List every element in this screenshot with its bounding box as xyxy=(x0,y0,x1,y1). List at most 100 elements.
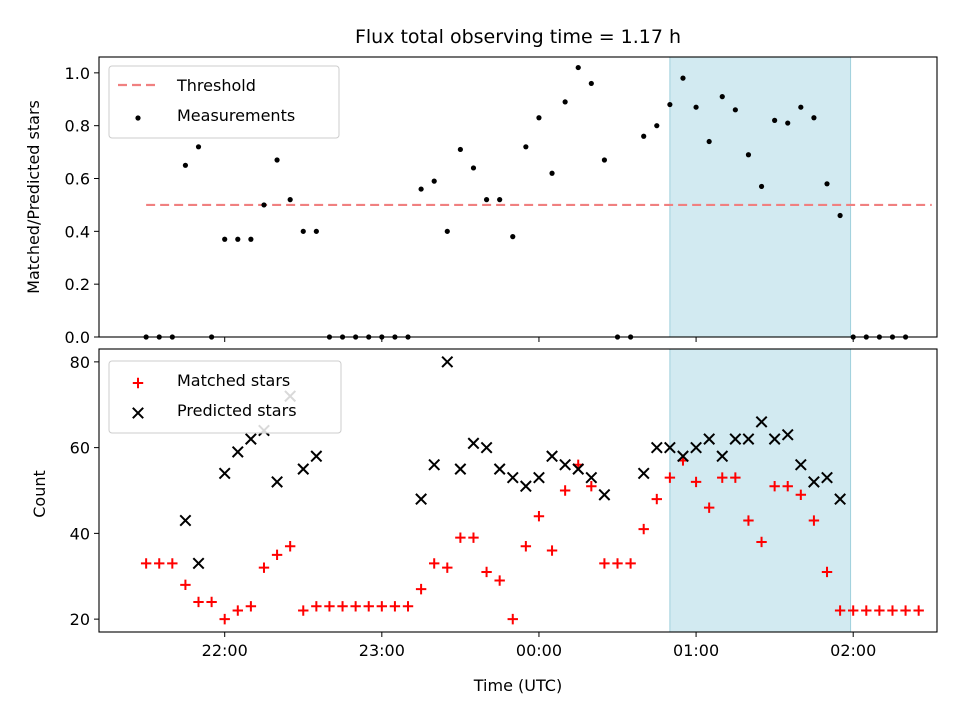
data-point xyxy=(575,64,581,71)
data-point xyxy=(389,601,401,612)
x-tick-label: 23:00 xyxy=(359,641,405,660)
data-point xyxy=(821,471,833,484)
data-point xyxy=(546,450,558,463)
data-point xyxy=(601,157,608,163)
data-point xyxy=(510,234,516,240)
data-point xyxy=(533,511,545,522)
data-point xyxy=(297,463,310,475)
data-point xyxy=(415,493,428,505)
data-point xyxy=(690,441,702,454)
data-point xyxy=(599,558,610,569)
data-point xyxy=(693,104,699,110)
data-point xyxy=(287,197,293,203)
legend-label: Threshold xyxy=(176,76,256,95)
axes-frame xyxy=(98,56,938,338)
data-point xyxy=(588,80,594,87)
x-axis-label: Time (UTC) xyxy=(473,676,562,695)
data-point xyxy=(585,471,598,484)
data-point xyxy=(549,170,555,176)
data-point xyxy=(572,463,585,475)
data-point xyxy=(781,428,794,441)
legend-label: Measurements xyxy=(177,106,295,125)
data-point xyxy=(729,433,742,445)
data-point xyxy=(794,458,807,471)
data-point xyxy=(180,579,191,591)
bottom-y-axis-label: Count xyxy=(30,470,49,518)
data-point xyxy=(428,458,441,471)
y-tick-label: 20 xyxy=(70,610,90,629)
data-point xyxy=(232,605,243,616)
data-point xyxy=(206,596,217,608)
data-point xyxy=(913,605,924,616)
data-point xyxy=(441,355,454,368)
data-point xyxy=(824,181,830,187)
chart-title: Flux total observing time = 1.17 h xyxy=(355,26,681,48)
data-point xyxy=(271,476,283,488)
series-measurements xyxy=(143,64,909,340)
y-tick-label: 0.6 xyxy=(65,170,90,189)
data-point xyxy=(418,186,424,192)
data-point xyxy=(742,433,755,445)
data-point xyxy=(140,558,152,569)
data-point xyxy=(598,488,611,501)
data-point xyxy=(651,493,662,505)
data-point xyxy=(717,472,728,483)
data-point xyxy=(745,152,752,158)
data-point xyxy=(222,236,228,242)
data-point xyxy=(195,144,202,150)
data-point xyxy=(402,601,414,612)
x-tick-label: 00:00 xyxy=(516,641,562,660)
x-tick-label: 02:00 xyxy=(830,641,876,660)
legend-label: Predicted stars xyxy=(177,401,297,420)
data-point xyxy=(376,601,388,612)
data-point xyxy=(743,515,754,526)
bottom-plot: 20 40 60 80 22:00 23:00 00:00 01:00 02:00 Matched… xyxy=(70,348,938,660)
data-point xyxy=(848,605,859,616)
legend-swatch xyxy=(135,115,141,121)
legend-box xyxy=(108,360,342,434)
data-point xyxy=(533,471,545,484)
data-point xyxy=(300,228,306,234)
data-point xyxy=(559,458,572,471)
data-point xyxy=(231,446,244,458)
data-point xyxy=(808,476,820,488)
data-point xyxy=(497,197,503,203)
data-point xyxy=(154,558,165,569)
data-point xyxy=(248,236,254,242)
data-point xyxy=(235,236,241,242)
data-point xyxy=(706,138,712,145)
data-point xyxy=(562,99,568,105)
data-point xyxy=(703,502,715,513)
data-point xyxy=(795,489,807,500)
data-point xyxy=(261,202,267,208)
data-point xyxy=(455,532,466,543)
data-point xyxy=(663,441,676,454)
data-point xyxy=(258,562,270,573)
data-point xyxy=(457,146,463,153)
data-point xyxy=(337,601,348,612)
legend: Matched stars Predicted stars xyxy=(108,360,342,434)
data-point xyxy=(586,481,597,492)
data-point xyxy=(274,157,280,163)
data-point xyxy=(690,476,702,488)
data-point xyxy=(637,467,650,480)
data-point xyxy=(219,613,230,625)
data-point xyxy=(755,415,768,428)
data-point xyxy=(313,228,319,234)
data-point xyxy=(493,463,506,475)
data-point xyxy=(218,467,231,480)
data-point xyxy=(507,613,518,625)
data-point xyxy=(821,566,833,578)
data-point xyxy=(664,472,676,483)
data-point xyxy=(429,558,440,569)
data-point xyxy=(546,545,558,556)
y-tick-label: 0.0 xyxy=(65,328,90,347)
data-point xyxy=(523,144,529,150)
legend-swatch xyxy=(132,407,144,419)
data-point xyxy=(193,596,204,608)
legend-label: Matched stars xyxy=(177,371,290,390)
data-point xyxy=(834,605,846,616)
data-point xyxy=(480,441,493,454)
data-point xyxy=(468,532,479,543)
data-point xyxy=(481,566,492,578)
